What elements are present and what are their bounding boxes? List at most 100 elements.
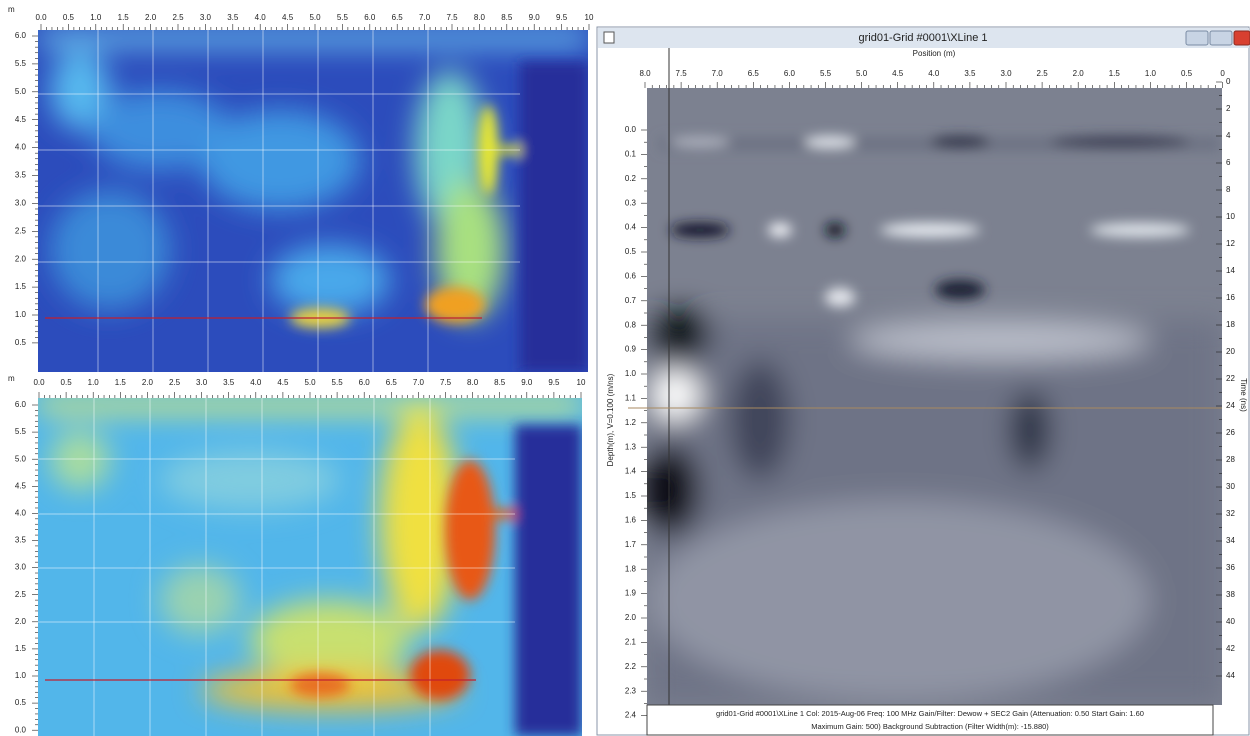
radargram-window: grid01-Grid #0001\XLine 1 Position (m) g…: [596, 26, 1250, 736]
y-tick-label: 0.5: [15, 338, 27, 347]
y-tick-label: 2.3: [625, 686, 637, 695]
y-tick-label: 3.5: [15, 171, 27, 180]
y2-axis-label: Time (ns): [1239, 378, 1248, 412]
window-title: grid01-Grid #0001\XLine 1: [858, 32, 987, 44]
y-tick-label: 18: [1226, 320, 1235, 329]
top-map: m: [8, 5, 588, 372]
y-tick-label: 2.5: [15, 226, 27, 235]
y-tick-label: 6.0: [15, 31, 27, 40]
x-tick-label: 0.5: [63, 13, 75, 22]
y-tick-label: 16: [1226, 293, 1235, 302]
x-tick-label: 4.5: [892, 69, 904, 78]
y-tick-label: 4: [1226, 131, 1231, 140]
x-tick-label: 4.0: [255, 13, 267, 22]
y-tick-label: 1.5: [15, 644, 27, 653]
y-tick-label: 12: [1226, 239, 1235, 248]
y-tick-label: 1.3: [625, 442, 637, 451]
y-tick-label: 1.4: [625, 467, 637, 476]
title-bar: [598, 28, 1249, 48]
y-tick-label: 0.5: [625, 247, 637, 256]
y-tick-label: 34: [1226, 536, 1235, 545]
x-tick-label: 0: [1220, 69, 1225, 78]
x-tick-label: 4.0: [250, 378, 262, 387]
y-tick-label: 0.2: [625, 174, 637, 183]
x-tick-label: 1.0: [1145, 69, 1157, 78]
y-tick-label: 0.6: [625, 272, 637, 281]
y-tick-label: 0.3: [625, 198, 637, 207]
y-tick-label: 0.7: [625, 296, 637, 305]
y-tick-label: 5.0: [15, 454, 27, 463]
y-tick-label: 14: [1226, 266, 1235, 275]
x-tick-label: 9.0: [521, 378, 533, 387]
y-tick-label: 3.0: [15, 199, 27, 208]
x-tick-label: 2.0: [142, 378, 154, 387]
y-tick-label: 20: [1226, 347, 1235, 356]
x-tick-label: 2.5: [169, 378, 181, 387]
y-tick-label: 2.1: [625, 638, 637, 647]
y-tick-label: 5.5: [15, 59, 27, 68]
x-tick-label: 6.5: [748, 69, 760, 78]
x-tick-label: 6.0: [359, 378, 371, 387]
close-button[interactable]: [1233, 30, 1250, 46]
y-tick-label: 0.0: [625, 125, 637, 134]
y-tick-label: 1.1: [625, 394, 637, 403]
y-tick-label: 4.0: [15, 143, 27, 152]
y-tick-label: 1.5: [625, 491, 637, 500]
x-tick-label: 7.5: [440, 378, 452, 387]
y-tick-label: 0.5: [15, 698, 27, 707]
x-tick-label: 4.0: [928, 69, 940, 78]
y-tick-label: 22: [1226, 374, 1235, 383]
x-tick-label: 8.5: [501, 13, 513, 22]
y-tick-label: 1.5: [15, 282, 27, 291]
x-tick-label: 7.5: [446, 13, 458, 22]
x-tick-label: 6.5: [392, 13, 404, 22]
minimize-button[interactable]: [1185, 30, 1209, 46]
x-tick-label: 4.5: [282, 13, 294, 22]
x-tick-label: 8.0: [467, 378, 479, 387]
unit-label: m: [8, 374, 15, 383]
y-tick-label: 2.4: [625, 711, 637, 720]
x-axis-label: Position (m): [913, 49, 956, 58]
footer-line: Maximum Gain: 500) Background Subtractio…: [811, 722, 1049, 731]
x-tick-label: 5.5: [820, 69, 832, 78]
x-tick-label: 1.5: [118, 13, 130, 22]
y-tick-label: 4.5: [15, 481, 27, 490]
x-tick-label: 3.0: [196, 378, 208, 387]
y-tick-label: 28: [1226, 455, 1235, 464]
y-tick-label: 1.8: [625, 564, 637, 573]
y-tick-label: 0.4: [625, 223, 637, 232]
x-tick-label: 8.0: [474, 13, 486, 22]
x-tick-label: 5.5: [332, 378, 344, 387]
y-tick-label: 1.6: [625, 516, 637, 525]
x-tick-label: 3.0: [1000, 69, 1012, 78]
y-tick-label: 32: [1226, 509, 1235, 518]
y-tick-label: 38: [1226, 590, 1235, 599]
x-tick-label: 7.0: [413, 378, 425, 387]
x-tick-label: 5.0: [304, 378, 316, 387]
x-tick-label: 1.5: [115, 378, 127, 387]
x-tick-label: 7.5: [676, 69, 688, 78]
x-tick-label: 5.0: [856, 69, 868, 78]
x-tick-label: 9.5: [548, 378, 560, 387]
x-tick-label: 0.5: [61, 378, 73, 387]
maximize-button[interactable]: [1209, 30, 1233, 46]
x-tick-label: 2.0: [145, 13, 157, 22]
y-tick-label: 2.0: [15, 254, 27, 263]
x-tick-label: 9.0: [529, 13, 541, 22]
y-tick-label: 1.0: [625, 369, 637, 378]
x-tick-label: 10: [577, 378, 586, 387]
y-tick-label: 24: [1226, 401, 1235, 410]
y-tick-label: 6.0: [15, 400, 27, 409]
y-tick-label: 42: [1226, 644, 1235, 653]
x-tick-label: 3.5: [223, 378, 235, 387]
x-tick-label: 3.5: [964, 69, 976, 78]
x-tick-label: 6.5: [386, 378, 398, 387]
y-tick-label: 5.0: [15, 87, 27, 96]
x-tick-label: 7.0: [419, 13, 431, 22]
y-tick-label: 2.5: [15, 590, 27, 599]
x-tick-label: 0.0: [35, 13, 47, 22]
y-tick-label: 3.0: [15, 563, 27, 572]
x-tick-label: 2.0: [1073, 69, 1085, 78]
y-tick-label: 5.5: [15, 427, 27, 436]
